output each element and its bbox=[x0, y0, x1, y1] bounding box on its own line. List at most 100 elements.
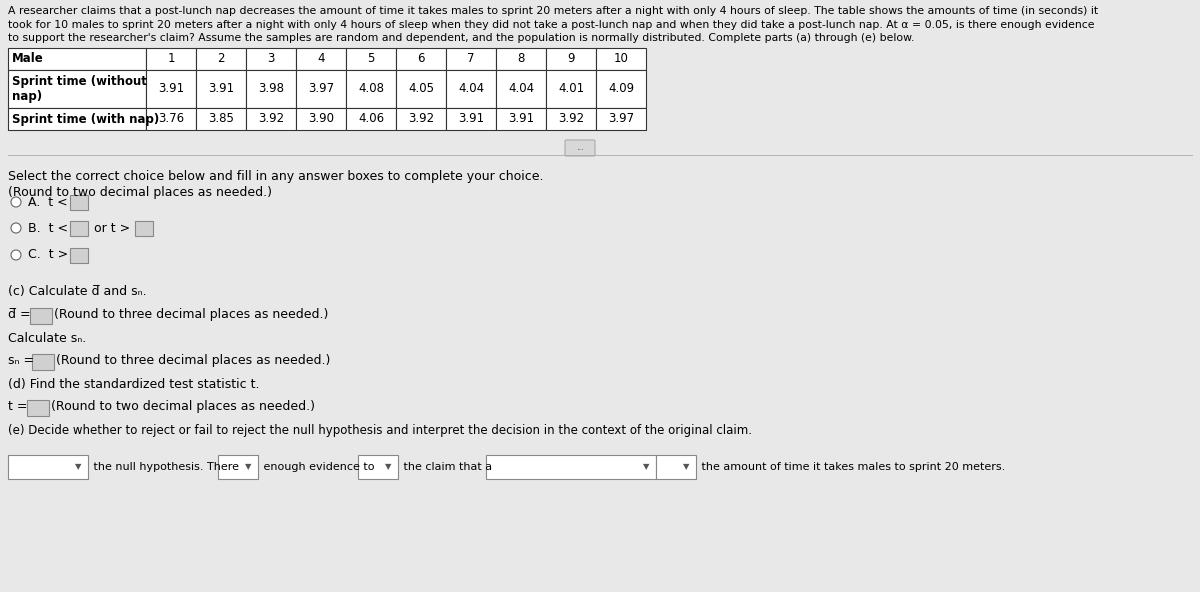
Bar bbox=[28, 400, 49, 416]
Text: 3.76: 3.76 bbox=[158, 112, 184, 126]
Text: 3.91: 3.91 bbox=[208, 82, 234, 95]
Bar bbox=[346, 70, 396, 108]
Bar bbox=[146, 70, 196, 108]
Bar bbox=[346, 108, 396, 130]
Text: (Round to two decimal places as needed.): (Round to two decimal places as needed.) bbox=[8, 186, 272, 199]
Text: 10: 10 bbox=[613, 53, 629, 66]
Bar bbox=[70, 220, 88, 236]
Circle shape bbox=[11, 223, 22, 233]
Text: ▼: ▼ bbox=[245, 462, 251, 471]
Text: the null hypothesis. There: the null hypothesis. There bbox=[90, 462, 239, 472]
Text: 4.08: 4.08 bbox=[358, 82, 384, 95]
Bar bbox=[246, 108, 296, 130]
Text: 4.05: 4.05 bbox=[408, 82, 434, 95]
Circle shape bbox=[11, 250, 22, 260]
Text: Sprint time (with nap): Sprint time (with nap) bbox=[12, 112, 160, 126]
Text: d̅ =: d̅ = bbox=[8, 308, 31, 321]
Text: 8: 8 bbox=[517, 53, 524, 66]
Text: 3.98: 3.98 bbox=[258, 82, 284, 95]
Text: 4: 4 bbox=[317, 53, 325, 66]
Bar bbox=[70, 247, 88, 262]
Text: 3.91: 3.91 bbox=[458, 112, 484, 126]
Bar bbox=[546, 70, 596, 108]
Circle shape bbox=[11, 197, 22, 207]
Text: A.  t <: A. t < bbox=[28, 195, 67, 208]
Text: or t >: or t > bbox=[90, 221, 130, 234]
Bar bbox=[296, 48, 346, 70]
Text: (d) Find the standardized test statistic t.: (d) Find the standardized test statistic… bbox=[8, 378, 259, 391]
Text: ▼: ▼ bbox=[643, 462, 649, 471]
Text: enough evidence to: enough evidence to bbox=[260, 462, 374, 472]
Bar bbox=[8, 108, 146, 130]
Text: 3: 3 bbox=[268, 53, 275, 66]
Bar bbox=[396, 108, 446, 130]
Bar bbox=[246, 70, 296, 108]
Bar bbox=[496, 70, 546, 108]
Text: B.  t <: B. t < bbox=[28, 221, 68, 234]
Text: Male: Male bbox=[12, 53, 43, 66]
Text: 5: 5 bbox=[367, 53, 374, 66]
Text: 4.06: 4.06 bbox=[358, 112, 384, 126]
Bar bbox=[146, 108, 196, 130]
Text: 4.04: 4.04 bbox=[458, 82, 484, 95]
Text: the amount of time it takes males to sprint 20 meters.: the amount of time it takes males to spr… bbox=[698, 462, 1006, 472]
Text: Calculate sₙ.: Calculate sₙ. bbox=[8, 332, 86, 345]
Bar bbox=[446, 108, 496, 130]
Text: Select the correct choice below and fill in any answer boxes to complete your ch: Select the correct choice below and fill… bbox=[8, 170, 544, 183]
Text: 2: 2 bbox=[217, 53, 224, 66]
Text: sₙ =: sₙ = bbox=[8, 354, 34, 367]
FancyBboxPatch shape bbox=[565, 140, 595, 156]
Bar bbox=[396, 48, 446, 70]
Bar bbox=[196, 70, 246, 108]
Bar bbox=[656, 455, 696, 479]
Text: 3.97: 3.97 bbox=[608, 112, 634, 126]
Bar bbox=[246, 48, 296, 70]
Text: ▼: ▼ bbox=[683, 462, 689, 471]
Bar bbox=[596, 108, 646, 130]
Text: 3.97: 3.97 bbox=[308, 82, 334, 95]
Text: ▼: ▼ bbox=[74, 462, 82, 471]
Text: 3.91: 3.91 bbox=[158, 82, 184, 95]
Text: 3.85: 3.85 bbox=[208, 112, 234, 126]
Text: C.  t >: C. t > bbox=[28, 249, 68, 262]
Text: to support the researcher's claim? Assume the samples are random and dependent, : to support the researcher's claim? Assum… bbox=[8, 33, 914, 43]
Text: 3.92: 3.92 bbox=[408, 112, 434, 126]
Text: the claim that a: the claim that a bbox=[400, 462, 492, 472]
Text: 4.09: 4.09 bbox=[608, 82, 634, 95]
Text: 6: 6 bbox=[418, 53, 425, 66]
Bar bbox=[496, 108, 546, 130]
Bar bbox=[8, 455, 88, 479]
Bar bbox=[196, 48, 246, 70]
Bar bbox=[146, 48, 196, 70]
Bar bbox=[346, 48, 396, 70]
Bar bbox=[8, 70, 146, 108]
Text: Sprint time (without
nap): Sprint time (without nap) bbox=[12, 75, 146, 103]
Text: (Round to three decimal places as needed.): (Round to three decimal places as needed… bbox=[56, 354, 330, 367]
Text: 4.04: 4.04 bbox=[508, 82, 534, 95]
Bar bbox=[196, 108, 246, 130]
Bar bbox=[32, 354, 54, 370]
Bar bbox=[296, 70, 346, 108]
Text: ▼: ▼ bbox=[385, 462, 391, 471]
Text: 7: 7 bbox=[467, 53, 475, 66]
Bar bbox=[486, 455, 656, 479]
Text: 3.90: 3.90 bbox=[308, 112, 334, 126]
Text: (e) Decide whether to reject or fail to reject the null hypothesis and interpret: (e) Decide whether to reject or fail to … bbox=[8, 424, 752, 437]
Bar bbox=[30, 308, 52, 324]
Bar bbox=[596, 70, 646, 108]
Text: 4.01: 4.01 bbox=[558, 82, 584, 95]
Bar bbox=[218, 455, 258, 479]
Bar bbox=[358, 455, 398, 479]
Bar bbox=[396, 70, 446, 108]
Text: 1: 1 bbox=[167, 53, 175, 66]
Bar bbox=[596, 48, 646, 70]
Text: 3.92: 3.92 bbox=[258, 112, 284, 126]
Bar bbox=[134, 220, 154, 236]
Text: 3.91: 3.91 bbox=[508, 112, 534, 126]
Bar bbox=[296, 108, 346, 130]
Text: (Round to two decimal places as needed.): (Round to two decimal places as needed.) bbox=[50, 400, 314, 413]
Text: A researcher claims that a post-lunch nap decreases the amount of time it takes : A researcher claims that a post-lunch na… bbox=[8, 6, 1098, 16]
Bar bbox=[8, 48, 146, 70]
Bar bbox=[546, 48, 596, 70]
Bar bbox=[496, 48, 546, 70]
